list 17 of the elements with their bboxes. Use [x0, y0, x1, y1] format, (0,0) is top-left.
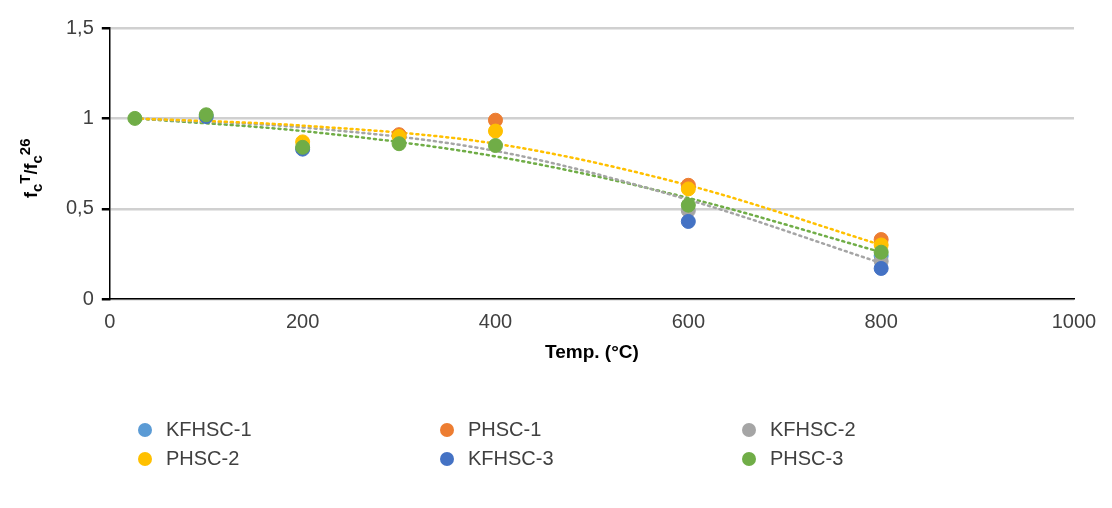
- x-tick-label: 200: [285, 309, 320, 332]
- y-tick-label: 0: [82, 286, 94, 309]
- x-tick-label: 800: [864, 309, 898, 332]
- x-tick-label: 600: [671, 309, 706, 332]
- legend-label: KFHSC-1: [166, 418, 252, 441]
- legend-label: KFHSC-3: [468, 447, 554, 470]
- legend-label: PHSC-3: [770, 447, 844, 470]
- x-tick-label: 0: [104, 309, 116, 332]
- x-tick-label: 400: [478, 309, 513, 332]
- legend-label: PHSC-1: [468, 418, 542, 441]
- legend-label: KFHSC-2: [770, 418, 856, 441]
- y-tick-label: 1: [82, 105, 94, 128]
- y-tick-label: 1,5: [65, 15, 94, 38]
- y-tick-label: 0,5: [65, 196, 94, 219]
- legend-label: PHSC-2: [166, 447, 240, 470]
- x-axis-title: Temp. (°C): [545, 340, 639, 362]
- x-tick-label: 1000: [1051, 309, 1097, 332]
